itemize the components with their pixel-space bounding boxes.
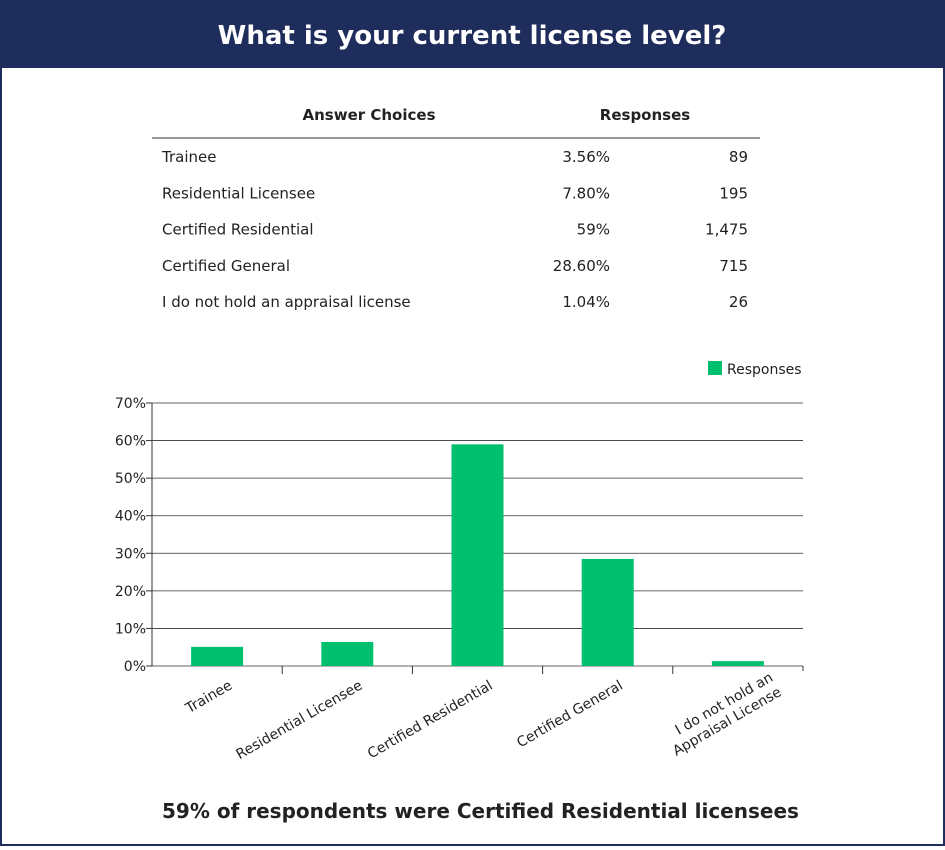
- bar: [451, 444, 504, 666]
- row-count: 1,475: [705, 221, 748, 239]
- y-tick-label: 70%: [115, 396, 146, 412]
- y-tick-label: 0%: [124, 659, 146, 675]
- legend-swatch: [708, 361, 722, 375]
- y-tick-label: 40%: [115, 509, 146, 525]
- row-percent: 28.60%: [553, 257, 610, 275]
- y-tick-label: 10%: [115, 621, 146, 637]
- y-tick-label: 30%: [115, 546, 146, 562]
- caption: 59% of respondents were Certified Reside…: [162, 799, 799, 823]
- y-tick-label: 50%: [115, 471, 146, 487]
- row-percent: 59%: [577, 221, 610, 239]
- row-count: 89: [729, 148, 748, 166]
- row-percent: 7.80%: [562, 184, 610, 202]
- row-count: 195: [719, 184, 748, 202]
- bar: [321, 641, 374, 666]
- table-header: Responses: [600, 106, 690, 124]
- row-count: 26: [729, 293, 748, 311]
- bar: [581, 558, 634, 666]
- y-tick-label: 20%: [115, 584, 146, 600]
- header-band: [0, 0, 945, 68]
- header-title: What is your current license level?: [218, 21, 727, 51]
- row-label: Certified General: [162, 257, 290, 275]
- row-label: Trainee: [161, 148, 216, 166]
- bar: [711, 661, 764, 666]
- row-percent: 3.56%: [562, 148, 610, 166]
- row-label: Residential Licensee: [162, 184, 315, 202]
- table-header: Answer Choices: [303, 106, 436, 124]
- row-label: Certified Residential: [162, 221, 314, 239]
- bar: [191, 646, 244, 666]
- row-count: 715: [719, 257, 748, 275]
- row-label: I do not hold an appraisal license: [162, 293, 411, 311]
- row-percent: 1.04%: [562, 293, 610, 311]
- legend-label: Responses: [727, 362, 802, 378]
- y-tick-label: 60%: [115, 434, 146, 450]
